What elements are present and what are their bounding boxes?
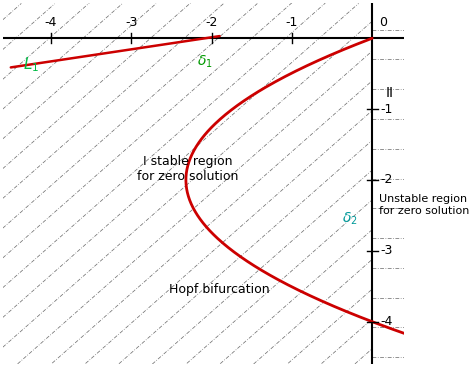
Text: -2: -2 [205, 16, 218, 29]
Text: -1: -1 [286, 16, 298, 29]
Text: -2: -2 [380, 174, 392, 186]
Text: -4: -4 [45, 16, 57, 29]
Text: Unstable region
for zero solution: Unstable region for zero solution [379, 194, 469, 215]
Text: I stable region
for zero solution: I stable region for zero solution [137, 155, 238, 184]
Text: $\delta_1$: $\delta_1$ [197, 54, 213, 70]
Text: $L_1$: $L_1$ [23, 56, 39, 75]
Text: -1: -1 [380, 103, 392, 116]
Text: Hopf bifurcation: Hopf bifurcation [169, 283, 270, 296]
Text: -4: -4 [380, 315, 392, 328]
Text: -3: -3 [380, 244, 392, 257]
Text: 0: 0 [379, 16, 387, 29]
Text: -3: -3 [125, 16, 137, 29]
Text: $\delta_2$: $\delta_2$ [342, 211, 357, 227]
Text: II: II [386, 87, 394, 101]
